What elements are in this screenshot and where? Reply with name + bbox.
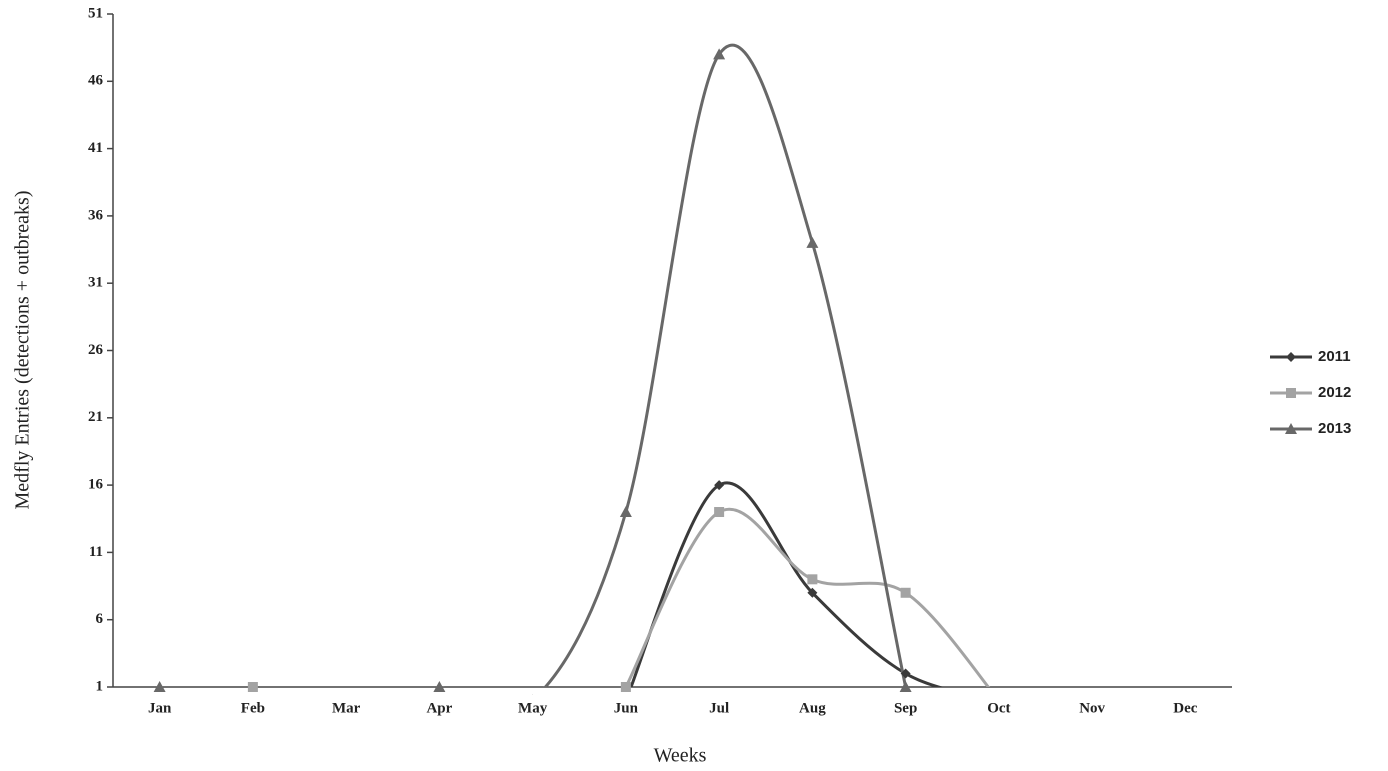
- series-line: [624, 507, 991, 687]
- legend-label: 2011: [1318, 348, 1351, 365]
- marker: [714, 507, 725, 518]
- lines: [439, 43, 991, 687]
- marker: [532, 694, 533, 695]
- x-tick-label: Sep: [894, 700, 917, 716]
- x-tick-label: Dec: [1173, 700, 1197, 716]
- x-tick-label: Aug: [799, 700, 826, 716]
- y-tick-label: 6: [96, 611, 104, 627]
- y-tick-label: 46: [88, 73, 104, 89]
- y-axis-title: Medfly Entries (detections + outbreaks): [12, 191, 34, 510]
- x-tick-label: Oct: [987, 700, 1010, 716]
- y-tick-label: 36: [88, 207, 104, 223]
- x-tick-label: Apr: [426, 700, 452, 716]
- x-tick-label: Mar: [332, 700, 361, 716]
- y-tick-label: 1: [96, 678, 104, 694]
- marker: [1285, 423, 1297, 434]
- marker: [806, 236, 819, 248]
- y-tick-label: 51: [88, 5, 103, 21]
- x-tick-label: Jan: [148, 700, 172, 716]
- marker: [714, 480, 725, 491]
- x-tick-label: Jul: [709, 700, 729, 716]
- marker: [900, 668, 911, 679]
- marker: [619, 506, 632, 518]
- x-tick-label: Jun: [614, 700, 639, 716]
- x-tick-label: Feb: [241, 700, 265, 716]
- marker: [899, 681, 912, 692]
- marker: [807, 587, 818, 598]
- series-line: [439, 43, 908, 687]
- markers: [153, 48, 912, 695]
- y-tick-label: 31: [88, 275, 103, 291]
- y-tick-label: 16: [88, 477, 104, 493]
- marker: [247, 682, 258, 692]
- marker: [807, 574, 818, 585]
- legend-label: 2013: [1318, 420, 1351, 437]
- legend-label: 2012: [1318, 384, 1351, 401]
- marker: [153, 681, 166, 692]
- y-tick-label: 26: [88, 342, 104, 358]
- x-tick-label: May: [518, 700, 548, 716]
- y-tick-label: 11: [89, 544, 103, 560]
- marker: [620, 682, 631, 692]
- marker: [713, 48, 726, 60]
- marker: [433, 681, 446, 692]
- marker: [900, 587, 911, 598]
- y-tick-label: 41: [88, 140, 103, 156]
- marker: [1286, 388, 1296, 398]
- x-axis-title: Weeks: [654, 745, 707, 767]
- x-tick-label: Nov: [1079, 700, 1105, 716]
- y-tick-label: 21: [88, 409, 103, 425]
- marker: [1286, 352, 1296, 362]
